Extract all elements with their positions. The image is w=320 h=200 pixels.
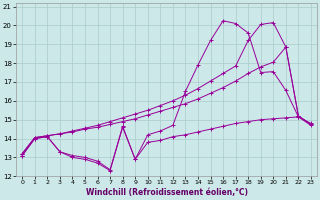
X-axis label: Windchill (Refroidissement éolien,°C): Windchill (Refroidissement éolien,°C) (85, 188, 248, 197)
